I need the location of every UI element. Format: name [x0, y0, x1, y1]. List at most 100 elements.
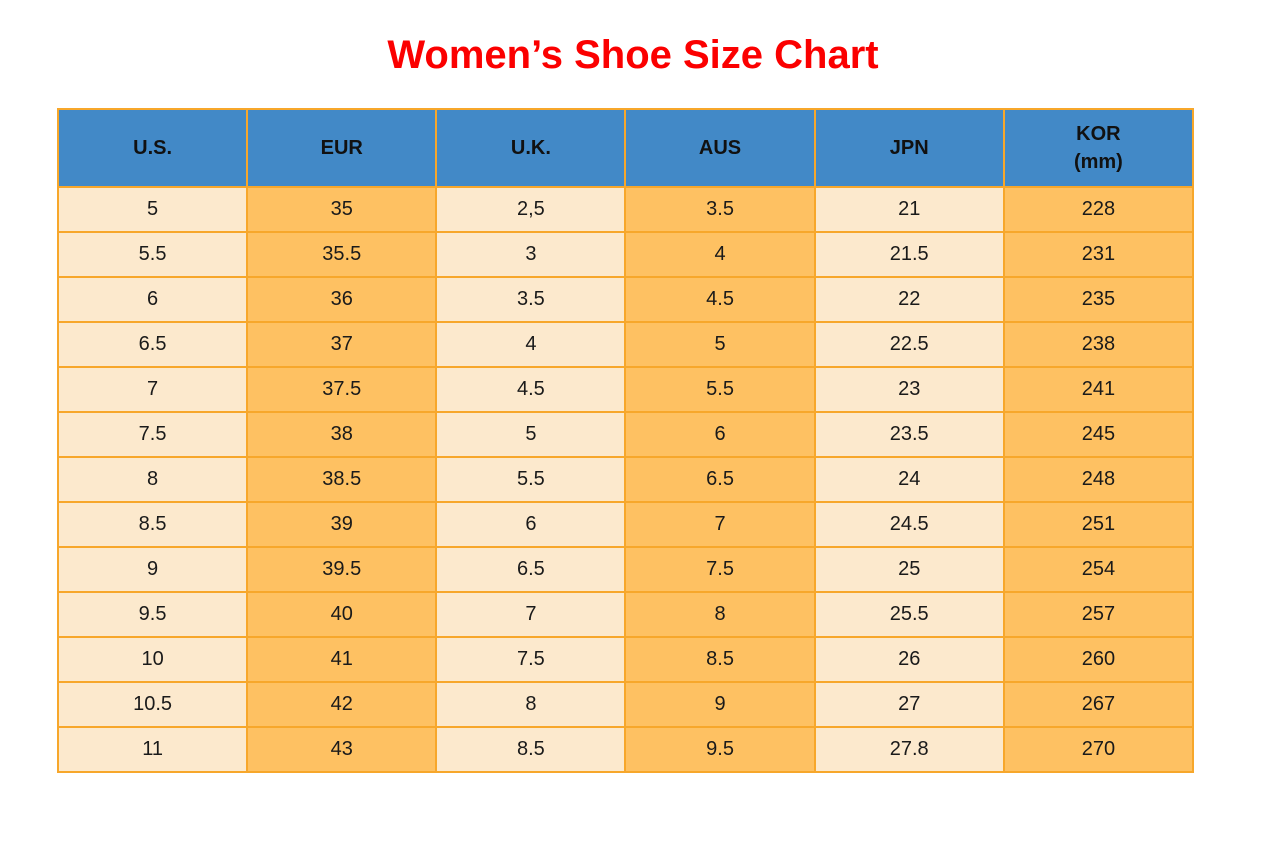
header-row: U.S. EUR U.K. AUS JPN KOR (mm)	[56, 108, 1195, 188]
table-cell: 7.5	[435, 636, 627, 683]
table-cell: 35.5	[246, 231, 438, 278]
table-cell: 23.5	[813, 411, 1005, 458]
table-cell: 228	[1002, 186, 1195, 233]
table-cell: 24.5	[813, 501, 1005, 548]
table-cell: 36	[246, 276, 438, 323]
table-cell: 4	[624, 231, 816, 278]
header-cell-us: U.S.	[56, 108, 249, 188]
header-cell-aus: AUS	[624, 108, 816, 188]
table-cell: 7	[624, 501, 816, 548]
table-cell: 41	[246, 636, 438, 683]
table-cell: 43	[246, 726, 438, 773]
table-cell: 22.5	[813, 321, 1005, 368]
table-cell: 270	[1002, 726, 1195, 773]
table-cell: 25	[813, 546, 1005, 593]
table-cell: 4.5	[435, 366, 627, 413]
table-row: 7 37.5 4.5 5.5 23 241	[56, 366, 1195, 413]
table-cell: 257	[1002, 591, 1195, 638]
table-cell: 8.5	[624, 636, 816, 683]
table-cell: 6.5	[435, 546, 627, 593]
table-row: 8 38.5 5.5 6.5 24 248	[56, 456, 1195, 503]
table-cell: 10	[56, 636, 249, 683]
table-cell: 40	[246, 591, 438, 638]
table-cell: 9.5	[56, 591, 249, 638]
table-cell: 26	[813, 636, 1005, 683]
table-cell: 35	[246, 186, 438, 233]
table-cell: 39	[246, 501, 438, 548]
table-row: 9 39.5 6.5 7.5 25 254	[56, 546, 1195, 593]
table-cell: 27.8	[813, 726, 1005, 773]
table-row: 10.5 42 8 9 27 267	[56, 681, 1195, 728]
table-cell: 8.5	[56, 501, 249, 548]
table-cell: 4.5	[624, 276, 816, 323]
table-cell: 21.5	[813, 231, 1005, 278]
table-cell: 37.5	[246, 366, 438, 413]
table-cell: 5	[56, 186, 249, 233]
header-cell-eur: EUR	[246, 108, 438, 188]
table-cell: 23	[813, 366, 1005, 413]
header-cell-kor: KOR (mm)	[1002, 108, 1195, 188]
table-row: 6.5 37 4 5 22.5 238	[56, 321, 1195, 368]
table-row: 11 43 8.5 9.5 27.8 270	[56, 726, 1195, 773]
table-cell: 37	[246, 321, 438, 368]
table-cell: 39.5	[246, 546, 438, 593]
table-cell: 21	[813, 186, 1005, 233]
table-row: 9.5 40 7 8 25.5 257	[56, 591, 1195, 638]
table-cell: 7.5	[624, 546, 816, 593]
table-cell: 6	[435, 501, 627, 548]
table-cell: 267	[1002, 681, 1195, 728]
table-cell: 260	[1002, 636, 1195, 683]
table-cell: 5.5	[624, 366, 816, 413]
table-cell: 3.5	[435, 276, 627, 323]
table-cell: 38.5	[246, 456, 438, 503]
table-cell: 10.5	[56, 681, 249, 728]
table-cell: 9.5	[624, 726, 816, 773]
table-cell: 6.5	[56, 321, 249, 368]
table-cell: 8	[624, 591, 816, 638]
table-cell: 4	[435, 321, 627, 368]
table-cell: 8	[435, 681, 627, 728]
table-cell: 5	[624, 321, 816, 368]
page-title: Women’s Shoe Size Chart	[387, 33, 879, 77]
table-row: 8.5 39 6 7 24.5 251	[56, 501, 1195, 548]
table-body: 5 35 2,5 3.5 21 228 5.5 35.5 3 4 21.5 231 6 36 3.5 4.5 2…	[56, 186, 1195, 773]
table-cell: 42	[246, 681, 438, 728]
table-cell: 7	[435, 591, 627, 638]
table-cell: 5	[435, 411, 627, 458]
table-cell: 6	[624, 411, 816, 458]
table-cell: 3.5	[624, 186, 816, 233]
table-row: 6 36 3.5 4.5 22 235	[56, 276, 1195, 323]
table-cell: 248	[1002, 456, 1195, 503]
table-cell: 8	[56, 456, 249, 503]
table-cell: 9	[624, 681, 816, 728]
table-cell: 8.5	[435, 726, 627, 773]
table-cell: 24	[813, 456, 1005, 503]
table-header: U.S. EUR U.K. AUS JPN KOR (mm)	[56, 108, 1195, 188]
table-cell: 7.5	[56, 411, 249, 458]
table-row: 5.5 35.5 3 4 21.5 231	[56, 231, 1195, 278]
table-cell: 6	[56, 276, 249, 323]
table-cell: 27	[813, 681, 1005, 728]
table-cell: 251	[1002, 501, 1195, 548]
header-cell-uk: U.K.	[435, 108, 627, 188]
table-cell: 2,5	[435, 186, 627, 233]
shoe-size-table: U.S. EUR U.K. AUS JPN KOR (mm) 5 35 2,5 3.5 21 228…	[56, 108, 1195, 773]
table-row: 7.5 38 5 6 23.5 245	[56, 411, 1195, 458]
table-cell: 254	[1002, 546, 1195, 593]
table-cell: 9	[56, 546, 249, 593]
table-cell: 7	[56, 366, 249, 413]
header-cell-jpn: JPN	[813, 108, 1005, 188]
table-cell: 245	[1002, 411, 1195, 458]
table-cell: 235	[1002, 276, 1195, 323]
table-cell: 5.5	[435, 456, 627, 503]
table-cell: 231	[1002, 231, 1195, 278]
table-cell: 6.5	[624, 456, 816, 503]
table-cell: 38	[246, 411, 438, 458]
table-cell: 22	[813, 276, 1005, 323]
table-cell: 238	[1002, 321, 1195, 368]
table-cell: 3	[435, 231, 627, 278]
table-row: 5 35 2,5 3.5 21 228	[56, 186, 1195, 233]
table-cell: 5.5	[56, 231, 249, 278]
table-cell: 25.5	[813, 591, 1005, 638]
table-cell: 11	[56, 726, 249, 773]
